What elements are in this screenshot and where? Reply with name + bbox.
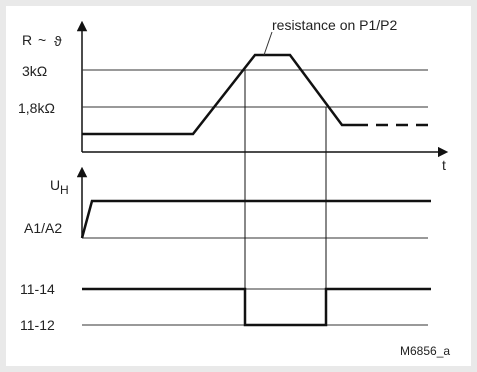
axis-label-theta: ϑ xyxy=(54,33,62,49)
annotation-text: resistance on P1/P2 xyxy=(272,17,398,33)
contact-panel: 11-14 11-12 xyxy=(20,281,431,333)
contact-state-curve xyxy=(82,287,431,327)
annotation-leader xyxy=(263,31,273,56)
contact-label-11-12: 11-12 xyxy=(20,317,55,333)
diagram-frame xyxy=(6,6,471,366)
axis-label-tilde: ~ xyxy=(38,32,46,48)
contact-label-11-14: 11-14 xyxy=(20,281,55,297)
figure-id: M6856_a xyxy=(400,344,450,358)
supply-label-u: U xyxy=(50,177,60,193)
supply-voltage-curve xyxy=(80,199,431,239)
level-label-1-8k: 1,8kΩ xyxy=(18,100,55,116)
supply-terminals-label: A1/A2 xyxy=(24,220,62,236)
resistance-curve xyxy=(82,53,356,136)
time-label: t xyxy=(442,157,446,173)
axis-label-r: R xyxy=(22,32,32,48)
supply-label-u-sub: H xyxy=(60,183,69,197)
resistance-panel: R ~ ϑ 3kΩ 1,8kΩ t resistance on P1/P2 xyxy=(18,17,449,173)
supply-panel: U H A1/A2 xyxy=(24,166,431,239)
level-label-3k: 3kΩ xyxy=(22,63,47,79)
